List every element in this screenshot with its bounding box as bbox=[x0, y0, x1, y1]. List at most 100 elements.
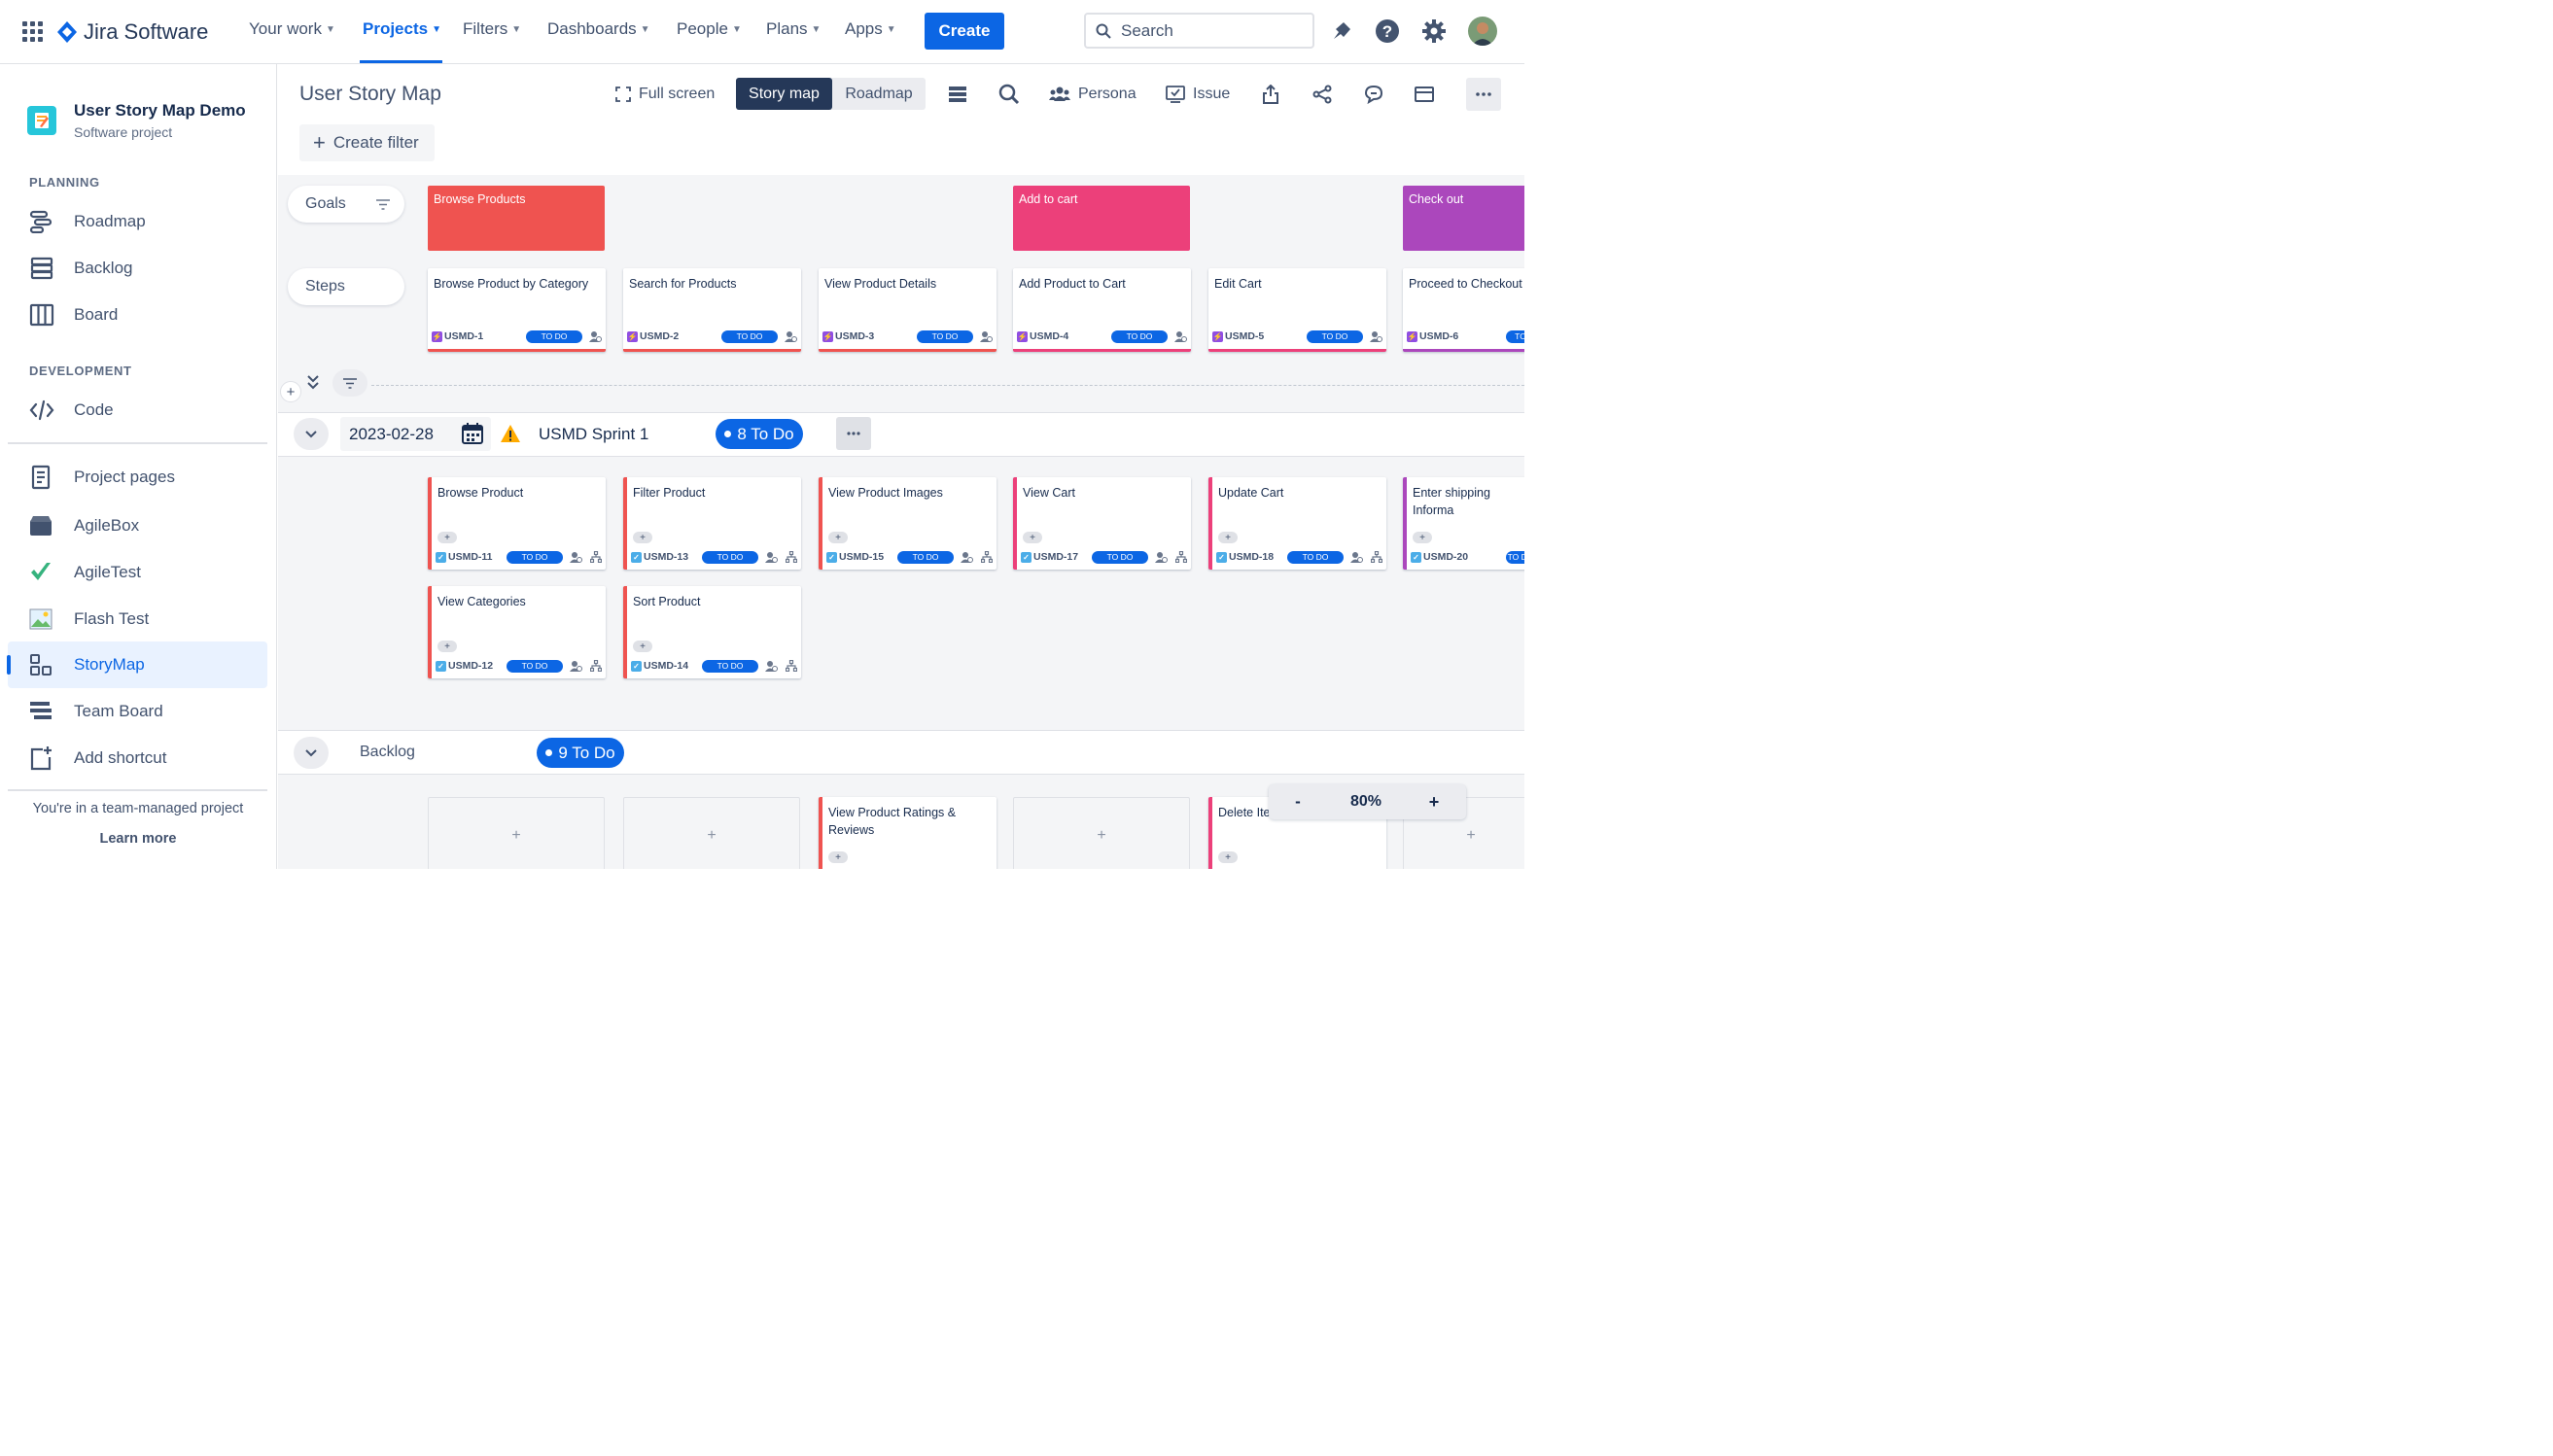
app-switcher-icon[interactable] bbox=[22, 21, 43, 42]
step-card[interactable]: Add Product to Cart ⚡ USMD-4 TO DO bbox=[1013, 268, 1191, 352]
sidebar-item-board[interactable]: Board bbox=[8, 292, 267, 338]
assignee-icon[interactable] bbox=[979, 329, 993, 343]
collapse-backlog-button[interactable] bbox=[294, 737, 329, 769]
full-screen-button[interactable]: Full screen bbox=[615, 78, 715, 110]
step-card[interactable]: Edit Cart ⚡ USMD-5 TO DO bbox=[1208, 268, 1386, 352]
persona-button[interactable]: Persona bbox=[1049, 78, 1137, 110]
story-card[interactable]: Update Cart + ✓ USMD-18 TO DO bbox=[1208, 477, 1386, 570]
hierarchy-icon[interactable] bbox=[1175, 551, 1187, 563]
assignee-icon[interactable] bbox=[1369, 329, 1382, 343]
story-card[interactable]: Filter Product + ✓ USMD-13 TO DO bbox=[623, 477, 801, 570]
step-card[interactable]: View Product Details ⚡ USMD-3 TO DO bbox=[819, 268, 997, 352]
hierarchy-icon[interactable] bbox=[590, 660, 602, 672]
issue-key[interactable]: USMD-4 bbox=[1030, 330, 1069, 342]
issue-key[interactable]: USMD-18 bbox=[1229, 551, 1275, 563]
nav-projects[interactable]: Projects ▼ bbox=[363, 19, 441, 39]
user-avatar[interactable] bbox=[1468, 17, 1497, 46]
issue-key[interactable]: USMD-1 bbox=[444, 330, 484, 342]
row-filter-button[interactable] bbox=[332, 369, 367, 397]
issue-key[interactable]: USMD-17 bbox=[1033, 551, 1079, 563]
sidebar-item-team-board[interactable]: Team Board bbox=[8, 688, 267, 735]
sidebar-item-add-shortcut[interactable]: Add shortcut bbox=[8, 735, 267, 781]
status-badge[interactable]: TO DO bbox=[1111, 329, 1168, 343]
comments-button[interactable] bbox=[1364, 78, 1383, 110]
sidebar-item-storymap[interactable]: StoryMap bbox=[7, 641, 267, 688]
nav-dashboards[interactable]: Dashboards ▼ bbox=[547, 19, 650, 39]
create-button[interactable]: Create bbox=[925, 13, 1004, 50]
status-badge[interactable]: TO DO bbox=[897, 550, 954, 564]
nav-plans[interactable]: Plans ▼ bbox=[766, 19, 821, 39]
sidebar-item-project-pages[interactable]: Project pages bbox=[8, 454, 267, 501]
nav-people[interactable]: People ▼ bbox=[677, 19, 742, 39]
goal-card[interactable]: Check out bbox=[1403, 186, 1524, 251]
status-badge[interactable]: TO DO bbox=[1506, 550, 1524, 564]
sidebar-item-agilebox[interactable]: AgileBox bbox=[8, 503, 267, 549]
assignee-icon[interactable] bbox=[1173, 329, 1187, 343]
add-subtask-button[interactable]: + bbox=[633, 641, 652, 652]
status-badge[interactable]: TO DO bbox=[1287, 550, 1344, 564]
add-story-placeholder[interactable]: + bbox=[428, 797, 605, 869]
add-subtask-button[interactable]: + bbox=[633, 532, 652, 543]
roadmap-tab[interactable]: Roadmap bbox=[845, 85, 913, 102]
zoom-in-button[interactable]: + bbox=[1428, 791, 1440, 812]
add-subtask-button[interactable]: + bbox=[1218, 851, 1238, 863]
notifications-icon[interactable] bbox=[1330, 19, 1353, 43]
issue-key[interactable]: USMD-3 bbox=[835, 330, 875, 342]
issue-key[interactable]: USMD-13 bbox=[644, 551, 689, 563]
status-badge[interactable]: TO DO bbox=[917, 329, 973, 343]
story-card[interactable]: View Categories + ✓ USMD-12 TO DO bbox=[428, 586, 606, 678]
sidebar-item-code[interactable]: Code bbox=[8, 387, 267, 433]
nav-apps[interactable]: Apps ▼ bbox=[845, 19, 896, 39]
status-badge[interactable]: TO DO bbox=[721, 329, 778, 343]
sidebar-item-roadmap[interactable]: Roadmap bbox=[8, 198, 267, 245]
story-map-tab[interactable]: Story map bbox=[736, 78, 832, 110]
collapse-sprint-button[interactable] bbox=[294, 418, 329, 450]
step-card[interactable]: Proceed to Checkout ⚡ USMD-6 TO bbox=[1403, 268, 1524, 352]
issue-button[interactable]: Issue bbox=[1166, 78, 1230, 110]
add-subtask-button[interactable]: + bbox=[828, 851, 848, 863]
sidebar-item-backlog[interactable]: Backlog bbox=[8, 245, 267, 292]
search-board-button[interactable] bbox=[998, 78, 1020, 110]
issue-key[interactable]: USMD-6 bbox=[1419, 330, 1459, 342]
assignee-icon[interactable] bbox=[569, 659, 582, 673]
add-subtask-button[interactable]: + bbox=[828, 532, 848, 543]
share-button[interactable] bbox=[1312, 78, 1332, 110]
assignee-icon[interactable] bbox=[764, 659, 778, 673]
issue-key[interactable]: USMD-11 bbox=[448, 551, 493, 563]
story-card[interactable]: View Product Images + ✓ USMD-15 TO DO bbox=[819, 477, 997, 570]
assignee-icon[interactable] bbox=[960, 550, 973, 564]
hierarchy-icon[interactable] bbox=[786, 660, 797, 672]
status-badge[interactable]: TO DO bbox=[526, 329, 582, 343]
step-card[interactable]: Search for Products ⚡ USMD-2 TO DO bbox=[623, 268, 801, 352]
status-badge[interactable]: TO DO bbox=[507, 659, 563, 673]
hierarchy-icon[interactable] bbox=[590, 551, 602, 563]
nav-filters[interactable]: Filters ▼ bbox=[463, 19, 521, 39]
assignee-icon[interactable] bbox=[784, 329, 797, 343]
issue-key[interactable]: USMD-5 bbox=[1225, 330, 1265, 342]
settings-gear-icon[interactable] bbox=[1421, 18, 1447, 44]
add-row-button[interactable]: + bbox=[280, 381, 301, 402]
story-card[interactable]: Browse Product + ✓ USMD-11 TO DO bbox=[428, 477, 606, 570]
add-story-placeholder[interactable]: + bbox=[1013, 797, 1190, 869]
issue-key[interactable]: USMD-12 bbox=[448, 660, 494, 672]
goal-card[interactable]: Browse Products bbox=[428, 186, 605, 251]
issue-key[interactable]: USMD-20 bbox=[1423, 551, 1469, 563]
step-card[interactable]: Browse Product by Category ⚡ USMD-1 TO DO bbox=[428, 268, 606, 352]
jira-logo[interactable]: Jira Software bbox=[56, 19, 208, 45]
add-subtask-button[interactable]: + bbox=[437, 532, 457, 543]
hierarchy-icon[interactable] bbox=[786, 551, 797, 563]
assignee-icon[interactable] bbox=[1349, 550, 1363, 564]
status-badge[interactable]: TO DO bbox=[507, 550, 563, 564]
add-story-placeholder[interactable]: + bbox=[623, 797, 800, 869]
nav-your-work[interactable]: Your work ▼ bbox=[249, 19, 335, 39]
assignee-icon[interactable] bbox=[588, 329, 602, 343]
filter-icon[interactable] bbox=[376, 199, 390, 210]
status-badge[interactable]: TO DO bbox=[702, 550, 758, 564]
story-card[interactable]: Enter shipping Informa + ✓USMD-20 TO DO bbox=[1403, 477, 1524, 570]
story-card[interactable]: Sort Product + ✓ USMD-14 TO DO bbox=[623, 586, 801, 678]
calendar-icon[interactable] bbox=[462, 423, 483, 444]
search-input[interactable]: Search bbox=[1084, 13, 1314, 49]
collapse-rows-button[interactable] bbox=[948, 78, 967, 110]
learn-more-link[interactable]: Learn more bbox=[99, 831, 177, 847]
assignee-icon[interactable] bbox=[569, 550, 582, 564]
